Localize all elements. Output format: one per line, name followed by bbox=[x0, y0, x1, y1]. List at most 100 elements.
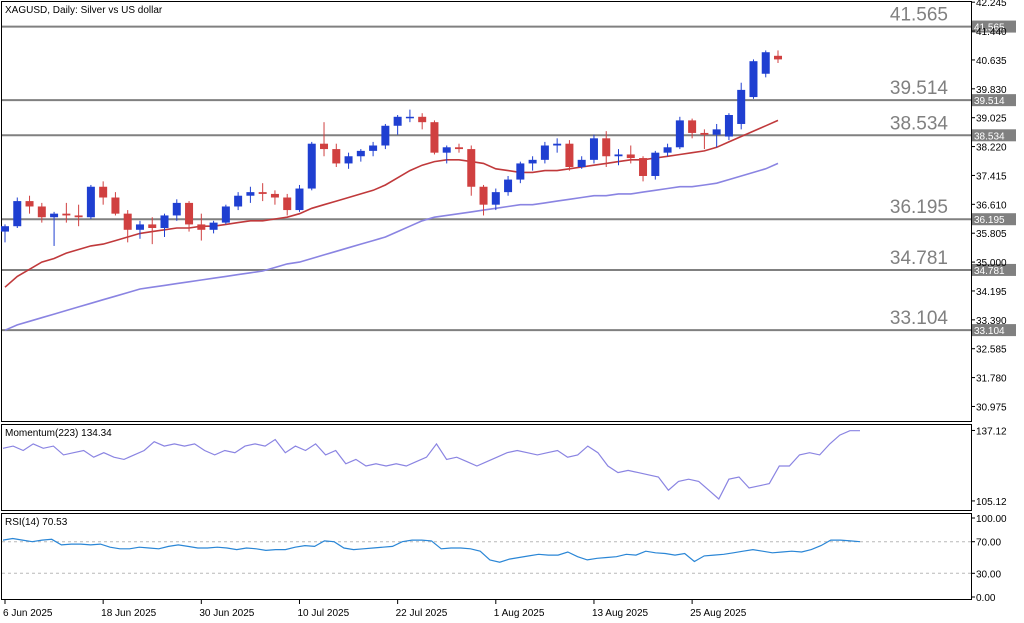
level-label: 36.195 bbox=[890, 197, 948, 218]
x-tick-label: 10 Jul 2025 bbox=[297, 608, 349, 619]
level-price-tag-text: 36.195 bbox=[974, 215, 1005, 226]
candle-body bbox=[74, 215, 83, 218]
candle-body bbox=[565, 143, 574, 168]
candle-body bbox=[516, 163, 525, 180]
candle-body bbox=[749, 61, 758, 98]
x-tick-label: 30 Jun 2025 bbox=[199, 608, 254, 619]
x-tick-label: 13 Aug 2025 bbox=[592, 608, 649, 619]
x-tick-label: 1 Aug 2025 bbox=[494, 608, 545, 619]
candle-body bbox=[123, 213, 132, 230]
momentum-tick-label: 137.12 bbox=[976, 426, 1007, 437]
candle-body bbox=[320, 143, 329, 150]
fast-ma-line bbox=[4, 119, 779, 288]
candle-body bbox=[135, 224, 144, 230]
y-tick-label: 39.025 bbox=[976, 114, 1007, 125]
rsi-tick-label: 70.00 bbox=[976, 538, 1001, 549]
y-tick-label: 39.830 bbox=[976, 85, 1007, 96]
fast-ma-layer bbox=[4, 119, 779, 288]
candle-body bbox=[307, 143, 316, 189]
level-label: 38.534 bbox=[890, 113, 949, 134]
candle-body bbox=[246, 192, 255, 196]
x-tick-label: 25 Aug 2025 bbox=[690, 608, 747, 619]
candle-body bbox=[172, 202, 181, 216]
candle-body bbox=[393, 116, 402, 126]
candle-body bbox=[724, 115, 733, 137]
candle-body bbox=[528, 159, 537, 164]
candle-body bbox=[774, 55, 783, 60]
levels-layer: 41.565 41.565 39.514 39.514 38.534 38.534 36.1… bbox=[2, 5, 1016, 337]
candle-body bbox=[295, 188, 304, 211]
candle-body bbox=[99, 186, 108, 198]
y-tick-label: 32.585 bbox=[976, 345, 1007, 356]
candle-body bbox=[467, 149, 476, 187]
candle-body bbox=[504, 179, 513, 193]
candle-body bbox=[454, 147, 463, 150]
candle-body bbox=[761, 52, 770, 74]
candle-body bbox=[602, 138, 611, 157]
rsi-tick-label: 100.00 bbox=[976, 514, 1007, 525]
candles-layer bbox=[1, 50, 783, 246]
level-label: 39.514 bbox=[890, 78, 949, 99]
candle-body bbox=[491, 192, 500, 205]
rsi-pane-frame bbox=[1, 513, 972, 600]
chart-title: XAGUSD, Daily: Silver vs US dollar bbox=[5, 5, 163, 16]
y-tick-label: 33.390 bbox=[976, 316, 1007, 327]
candle-body bbox=[479, 186, 488, 205]
candle-body bbox=[418, 116, 427, 123]
momentum-pane-frame bbox=[1, 424, 972, 511]
candle-body bbox=[675, 120, 684, 148]
candle-body bbox=[283, 197, 292, 211]
level-price-tag bbox=[972, 129, 1016, 142]
candle-body bbox=[553, 143, 562, 146]
level-label: 33.104 bbox=[890, 308, 949, 329]
candle-body bbox=[626, 154, 635, 159]
candle-body bbox=[688, 120, 697, 133]
candle-body bbox=[185, 202, 194, 225]
candle-body bbox=[442, 147, 451, 153]
candle-body bbox=[639, 158, 648, 176]
candle-body bbox=[344, 156, 353, 164]
x-tick-label: 18 Jun 2025 bbox=[101, 608, 156, 619]
candle-body bbox=[13, 201, 22, 227]
candle-body bbox=[25, 201, 34, 207]
slow-ma-layer bbox=[4, 162, 779, 331]
candle-body bbox=[430, 122, 439, 153]
candle-body bbox=[651, 152, 660, 176]
momentum-line bbox=[2, 430, 860, 500]
candle-body bbox=[148, 224, 157, 229]
rsi-tick-label: 0.00 bbox=[976, 593, 996, 604]
slow-ma-line bbox=[4, 162, 779, 331]
y-axis-ticks: 42.245 41.440 40.635 39.830 39.025 38.220 37.4… bbox=[971, 0, 1007, 413]
rsi-line bbox=[2, 537, 861, 563]
x-tick-label: 22 Jul 2025 bbox=[396, 608, 448, 619]
rsi-label: RSI(14) 70.53 bbox=[5, 517, 68, 528]
momentum-label: Momentum(223) 134.34 bbox=[5, 428, 112, 439]
rsi-tick-label: 30.00 bbox=[976, 569, 1001, 580]
level-price-tag bbox=[972, 263, 1016, 276]
candle-body bbox=[37, 206, 46, 218]
level-label: 34.781 bbox=[890, 248, 948, 269]
candle-body bbox=[160, 215, 169, 229]
main-pane-frame bbox=[1, 1, 972, 422]
candle-body bbox=[614, 154, 623, 157]
y-tick-label: 40.635 bbox=[976, 56, 1007, 67]
y-tick-label: 41.440 bbox=[976, 27, 1007, 38]
candle-body bbox=[258, 192, 267, 194]
level-price-tag bbox=[972, 324, 1016, 337]
y-tick-label: 42.245 bbox=[976, 0, 1007, 9]
y-tick-label: 37.415 bbox=[976, 171, 1007, 182]
level-price-tag bbox=[972, 94, 1016, 107]
candle-body bbox=[737, 89, 746, 124]
level-price-tag bbox=[972, 20, 1016, 33]
momentum-tick-label: 105.12 bbox=[976, 497, 1007, 508]
candle-body bbox=[270, 193, 279, 198]
y-tick-label: 36.610 bbox=[976, 200, 1007, 211]
candle-body bbox=[369, 145, 378, 151]
candle-body bbox=[540, 145, 549, 160]
level-price-tag bbox=[972, 213, 1016, 226]
y-tick-label: 38.220 bbox=[976, 143, 1007, 154]
candle-body bbox=[62, 213, 71, 216]
candle-body bbox=[589, 138, 598, 160]
